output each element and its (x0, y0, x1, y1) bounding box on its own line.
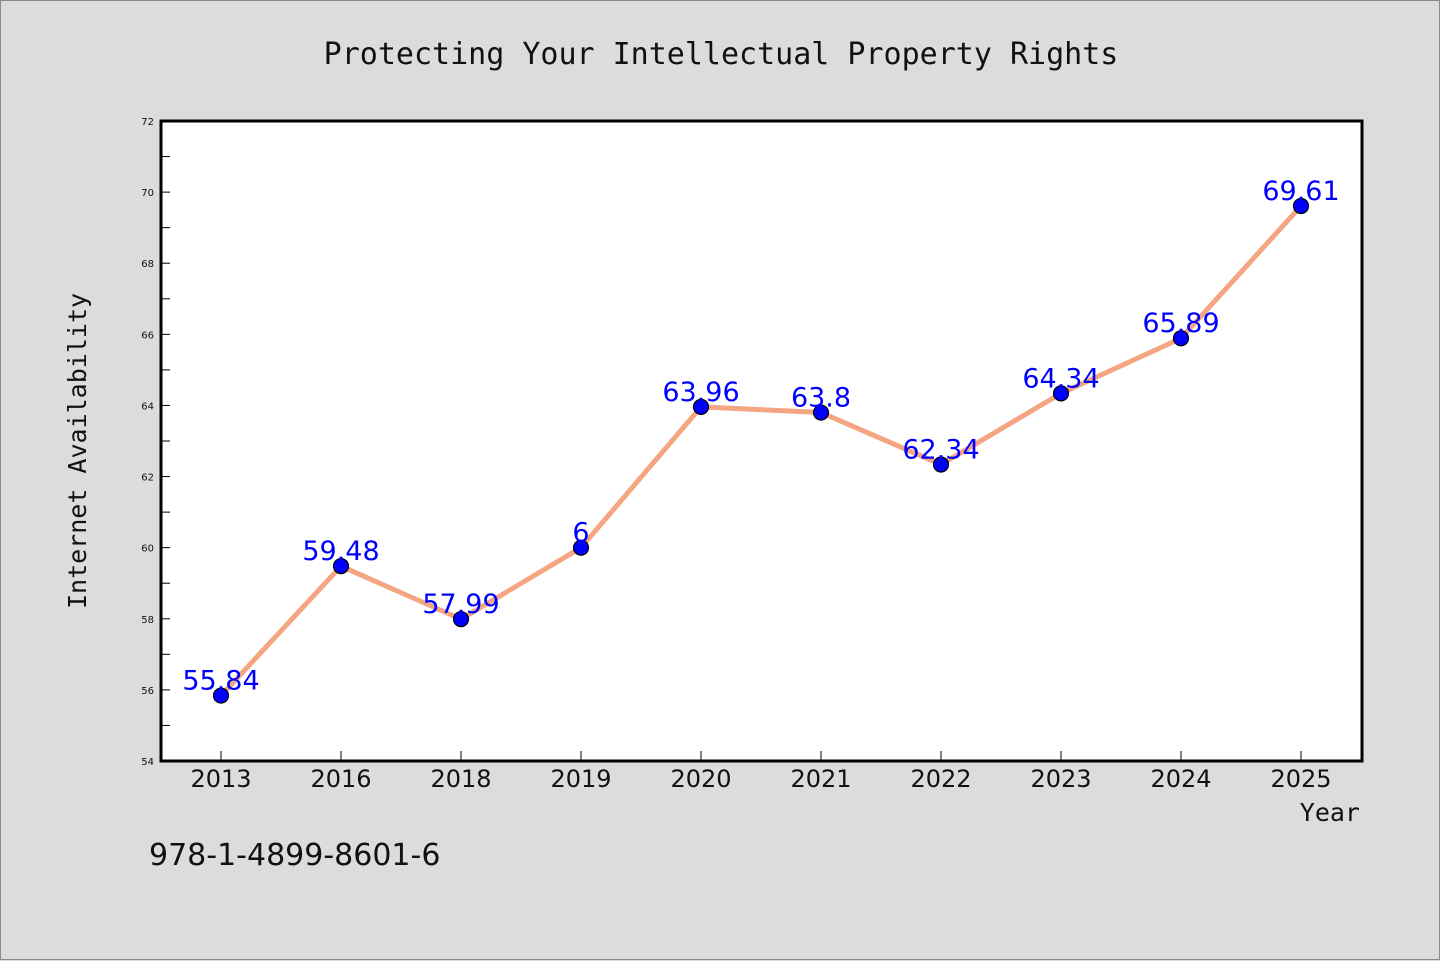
data-point (212, 687, 230, 704)
data-point (812, 404, 830, 421)
isbn-code: 978-1-4899-8601-6 (149, 838, 440, 873)
x-tick-label: 2018 (430, 765, 491, 793)
data-label: 65.89 (1142, 308, 1219, 339)
y-tick-label: 60 (141, 544, 154, 555)
y-tick-label: 70 (141, 188, 154, 199)
series-line (218, 203, 1304, 699)
y-tick-label: 64 (141, 401, 154, 412)
y-tick-label: 66 (141, 330, 154, 341)
y-tick-label: 58 (141, 615, 154, 626)
plot-area (159, 119, 1364, 763)
data-label: 6 (572, 518, 589, 549)
data-point (572, 539, 590, 556)
data-point (332, 558, 350, 575)
x-tick-label: 2021 (790, 765, 851, 793)
x-axis-label: Year (1300, 798, 1360, 827)
x-tick-label: 2024 (1150, 765, 1211, 793)
data-label: 63.96 (662, 377, 739, 408)
x-tick-label: 2022 (910, 765, 971, 793)
data-label: 69.61 (1262, 176, 1339, 207)
x-axis: 2013 2016 2018 2019 2020 2021 2022 2023 2024 2025 (190, 751, 1332, 793)
x-tick-label: 2013 (190, 765, 251, 793)
x-tick-label: 2019 (550, 765, 611, 793)
data-point (1052, 385, 1070, 402)
data-label: 62.34 (902, 434, 979, 465)
series-layer: 55.84 59.48 57.99 6 63.96 63.8 62.34 64.34 65.89… (182, 176, 1340, 704)
data-label: 64.34 (1022, 363, 1099, 394)
data-label: 59.48 (302, 536, 379, 567)
x-tick-label: 2025 (1270, 765, 1331, 793)
data-label: 55.84 (182, 666, 259, 697)
data-point (452, 611, 470, 628)
data-label: 63.8 (791, 383, 851, 414)
chart-title: Protecting Your Intellectual Property Ri… (324, 37, 1119, 72)
data-point (1292, 197, 1310, 215)
x-tick-label: 2023 (1030, 765, 1091, 793)
y-tick-label: 56 (141, 686, 154, 697)
x-tick-label: 2016 (310, 765, 371, 793)
x-tick-label: 2020 (670, 765, 731, 793)
data-point (692, 398, 710, 415)
data-point (1172, 330, 1190, 347)
y-tick-label: 62 (141, 473, 154, 484)
y-tick-label: 68 (141, 259, 154, 270)
data-label: 57.99 (422, 589, 499, 620)
y-axis: 54 56 58 60 62 64 66 68 70 72 (141, 117, 170, 768)
y-axis-label: Internet Availability (63, 293, 92, 609)
data-point (932, 456, 950, 473)
y-tick-label: 72 (141, 117, 154, 128)
y-tick-label: 54 (141, 757, 154, 768)
